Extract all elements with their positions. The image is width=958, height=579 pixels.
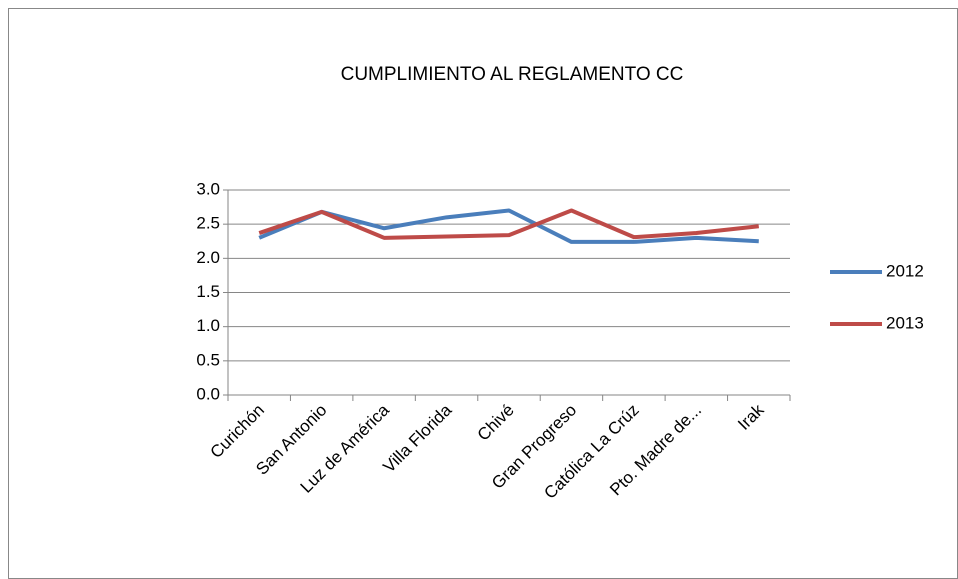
y-tick-label: 3.0: [196, 179, 220, 198]
y-tick-label: 1.0: [196, 316, 220, 335]
legend-label: 2013: [886, 313, 924, 332]
line-series: [258, 208, 759, 244]
y-tick-label: 0.0: [196, 384, 220, 403]
legend-label: 2012: [886, 261, 924, 280]
y-tick-label: 2.0: [196, 248, 220, 267]
line-series: [258, 208, 759, 240]
y-tick-label: 2.5: [196, 214, 220, 233]
chart-title: CUMPLIMIENTO AL REGLAMENTO CC: [341, 64, 684, 85]
chart-frame: [8, 8, 958, 579]
y-tick-label: 1.5: [196, 282, 220, 301]
y-tick-label: 0.5: [196, 350, 220, 369]
